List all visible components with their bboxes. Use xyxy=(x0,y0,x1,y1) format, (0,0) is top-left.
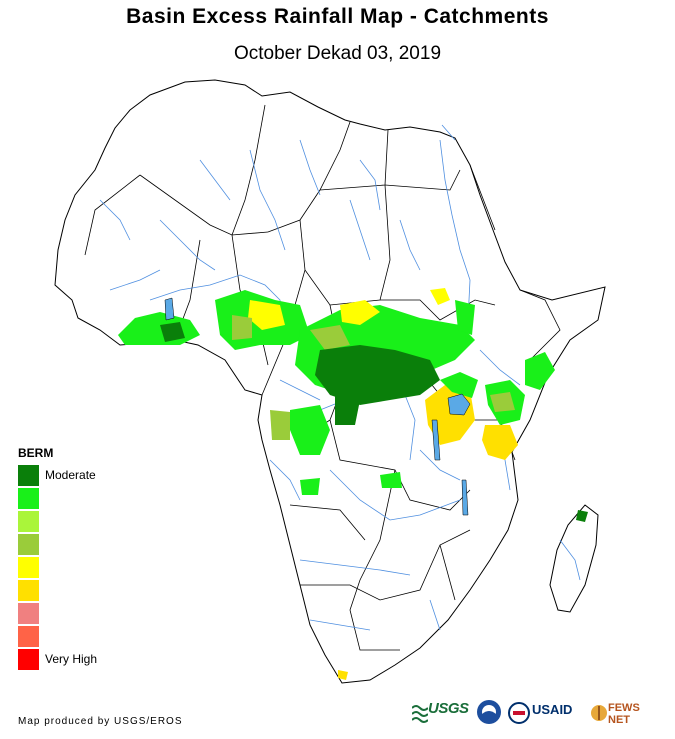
legend-swatch xyxy=(18,465,39,486)
legend-entry xyxy=(18,488,158,511)
legend-swatch xyxy=(18,511,39,532)
usaid-logo: USAID xyxy=(508,699,588,727)
legend-title: BERM xyxy=(18,446,54,460)
fews-logo-text: FEWS NET xyxy=(608,702,640,726)
map-credit: Map produced by USGS/EROS xyxy=(18,716,183,727)
tanzania-area-yellow xyxy=(482,425,518,460)
legend-entry xyxy=(18,511,158,534)
west-africa-area-dark xyxy=(160,322,185,342)
angola-area-green xyxy=(300,478,320,495)
lake-volta xyxy=(164,297,175,321)
ethiopia-area-green xyxy=(455,300,475,335)
legend-entry xyxy=(18,534,158,557)
legend-swatch xyxy=(18,580,39,601)
legend-entry xyxy=(18,626,158,649)
lake-tanganyika xyxy=(431,419,441,461)
rainfall-catchments xyxy=(118,288,588,680)
legend-entry xyxy=(18,557,158,580)
map-subtitle: October Dekad 03, 2019 xyxy=(233,43,442,64)
zambia-area-green xyxy=(380,472,402,488)
ethiopia-area-yellow xyxy=(430,288,450,305)
legend-label: Very High xyxy=(45,652,98,666)
legend-entry: Moderate xyxy=(18,465,158,488)
legend-entry: Very High xyxy=(18,649,158,672)
logo-strip: USGS USAID FEWS NET xyxy=(412,699,664,729)
map-title: Basin Excess Rainfall Map - Catchments xyxy=(126,5,549,28)
legend-swatch xyxy=(18,534,39,555)
congo-west-green xyxy=(290,405,330,455)
congo-area-dark xyxy=(315,345,440,405)
kenya-area-olive xyxy=(490,392,515,412)
fews-leaf-icon xyxy=(591,705,607,721)
legend-swatch xyxy=(18,603,39,624)
great-lakes-green xyxy=(440,372,478,398)
berm-legend: BERM Moderate Very High xyxy=(18,446,158,672)
legend-label: Moderate xyxy=(45,468,96,482)
lake-malawi xyxy=(461,479,469,516)
legend-rows: Moderate Very High xyxy=(18,465,158,672)
south-africa-area-yellow xyxy=(338,670,348,680)
congo-south-dark xyxy=(335,395,360,425)
river-network xyxy=(99,124,581,631)
legend-swatch xyxy=(18,488,39,509)
nigeria-area-olive xyxy=(232,315,252,340)
central-band-olive xyxy=(310,325,350,350)
legend-entry xyxy=(18,580,158,603)
central-band-yellow xyxy=(340,300,380,325)
legend-swatch xyxy=(18,557,39,578)
legend-swatch xyxy=(18,649,39,670)
usgs-logo-text: USGS xyxy=(428,700,469,717)
gabon-area-olive xyxy=(270,410,290,440)
usaid-logo-text: USAID xyxy=(532,702,573,717)
madagascar-area-dark xyxy=(576,510,588,522)
usgs-logo: USGS xyxy=(412,699,472,727)
legend-swatch xyxy=(18,626,39,647)
lake-victoria xyxy=(447,393,471,416)
lakes xyxy=(164,297,471,516)
usgs-wave-icon xyxy=(412,705,428,723)
fews-logo: FEWS NET xyxy=(590,699,664,727)
nigeria-area-yellow xyxy=(248,300,285,330)
somalia-area-green xyxy=(525,352,555,390)
usaid-seal-icon xyxy=(508,702,530,724)
noaa-seal-icon xyxy=(476,699,504,727)
legend-entry xyxy=(18,603,158,626)
